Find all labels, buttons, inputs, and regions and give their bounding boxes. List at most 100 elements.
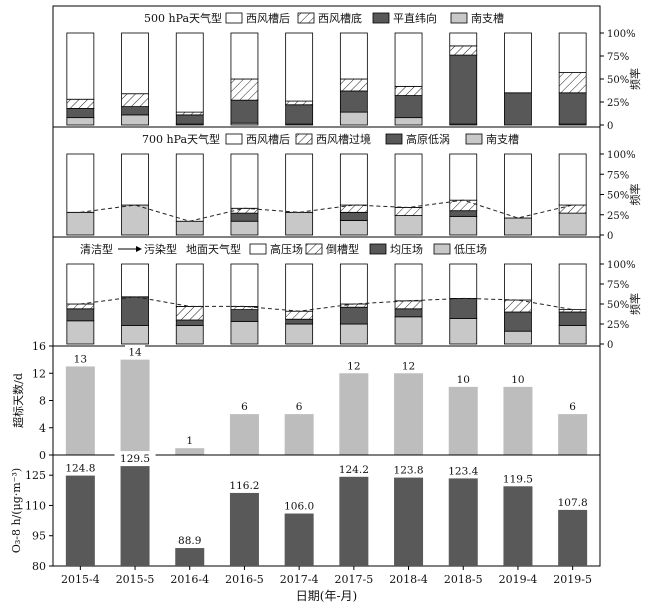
stacked-bar-segment <box>66 263 95 305</box>
bar <box>448 478 478 566</box>
legend-title: 地面天气型 <box>186 242 241 256</box>
x-tick-label: 2016-5 <box>225 573 264 586</box>
bar <box>394 477 424 566</box>
bar <box>284 414 314 455</box>
stacked-bar-segment <box>394 95 423 119</box>
bar <box>65 475 95 566</box>
left-tick-label: 0 <box>39 449 46 462</box>
stacked-bar-segment <box>449 54 478 125</box>
legend-swatch <box>249 243 267 255</box>
bar-value-label: 119.5 <box>503 473 533 485</box>
bar-label-bg <box>237 399 251 413</box>
stacked-bar-segment <box>394 300 423 310</box>
bar-label-bg <box>278 498 320 512</box>
bar-label-bg <box>292 399 306 413</box>
bar-label-bg <box>388 462 430 476</box>
bar <box>339 476 369 566</box>
stacked-bar-segment <box>504 311 532 332</box>
legend-swatch <box>305 243 323 255</box>
bar <box>503 386 533 455</box>
stacked-bar-segment <box>121 204 149 236</box>
stacked-bar-segment <box>394 207 423 216</box>
bar-value-label: 6 <box>241 401 248 413</box>
bar-label-bg <box>125 344 146 358</box>
right-axis-label: 频率 <box>628 293 642 315</box>
stacked-bar-segment <box>230 309 259 323</box>
bar <box>339 373 369 455</box>
bar-value-label: 14 <box>128 347 142 359</box>
bar-label-bg <box>343 358 364 372</box>
stacked-bar-segment <box>394 316 423 345</box>
stacked-bar-segment <box>504 330 532 345</box>
stacked-bar-segment <box>285 32 314 102</box>
x-tick-label: 2017-4 <box>280 573 319 586</box>
stacked-bar-segment <box>121 114 149 126</box>
right-tick-label: 0 <box>607 121 613 132</box>
stacked-bar-segment <box>285 310 314 320</box>
stacked-bar-segment <box>66 153 95 213</box>
x-tick-label: 2017-5 <box>334 573 373 586</box>
stacked-bar-segment <box>175 220 204 236</box>
stacked-bar-segment <box>558 32 587 73</box>
stacked-bar-segment <box>285 263 314 312</box>
left-tick-label: 80 <box>32 560 46 573</box>
stacked-bar-segment <box>339 153 368 206</box>
stacked-bar-segment <box>504 263 532 301</box>
bar-label-bg <box>453 371 474 385</box>
right-tick-label: 0 <box>607 340 613 351</box>
stacked-bar-segment <box>558 153 587 206</box>
right-tick-label: 100% <box>607 150 636 161</box>
right-tick-label: 100% <box>607 29 636 40</box>
legend-swatch <box>450 12 468 24</box>
stacked-bar-segment <box>66 308 95 322</box>
left-tick-label: 12 <box>32 367 46 380</box>
stacked-bar-segment <box>285 100 314 106</box>
x-tick-label: 2015-5 <box>116 573 155 586</box>
left-tick-label: 4 <box>39 422 46 435</box>
stacked-bar-segment <box>285 104 314 125</box>
legend-label: 高原低涡 <box>406 132 450 146</box>
stacked-bar-segment <box>121 93 149 108</box>
stacked-bar-segment <box>339 211 368 221</box>
bar <box>229 414 259 455</box>
stacked-bar-segment <box>394 153 423 208</box>
legend-label: 平直纬向 <box>393 11 437 25</box>
stacked-bar-segment <box>121 263 149 298</box>
right-tick-label: 50% <box>607 75 629 86</box>
bar-label-bg <box>333 461 375 475</box>
stacked-bar-segment <box>175 111 204 116</box>
stacked-bar-segment <box>558 72 587 94</box>
right-tick-label: 50% <box>607 300 629 311</box>
stacked-bar-segment <box>449 32 478 47</box>
stacked-bar-segment <box>66 98 95 109</box>
stacked-bar-segment <box>394 263 423 302</box>
x-tick-label: 2016-4 <box>170 573 209 586</box>
stacked-bar-segment <box>175 153 204 222</box>
stacked-bar-segment <box>558 212 587 236</box>
stacked-bar-segment <box>558 92 587 125</box>
bar <box>175 448 205 455</box>
bar <box>284 513 314 566</box>
bar-value-label: 106.0 <box>284 501 314 513</box>
stacked-bar-segment <box>339 111 368 126</box>
y-axis-label: 超标天数/d <box>11 373 25 428</box>
bar-value-label: 116.2 <box>229 480 259 492</box>
x-tick-label: 2019-4 <box>499 573 538 586</box>
legend-arrow-head <box>136 246 142 252</box>
bar-label-bg <box>398 358 419 372</box>
stacked-bar-segment <box>230 153 259 209</box>
bar-value-label: 13 <box>74 353 87 365</box>
stacked-bar-segment <box>339 78 368 92</box>
stacked-bar-segment <box>230 32 259 80</box>
bar-value-label: 129.5 <box>120 453 150 465</box>
bar-value-label: 124.2 <box>339 464 369 476</box>
bar-value-label: 124.8 <box>65 463 95 475</box>
legend-swatch <box>433 243 451 255</box>
stacked-bar-segment <box>230 99 259 124</box>
stacked-bar-segment <box>285 323 314 345</box>
stacked-bar-segment <box>175 305 204 321</box>
legend-title: 700 hPa天气型 <box>142 132 220 146</box>
stacked-bar-segment <box>175 263 204 307</box>
x-tick-label: 2018-5 <box>444 573 483 586</box>
stacked-bar-segment <box>339 220 368 236</box>
